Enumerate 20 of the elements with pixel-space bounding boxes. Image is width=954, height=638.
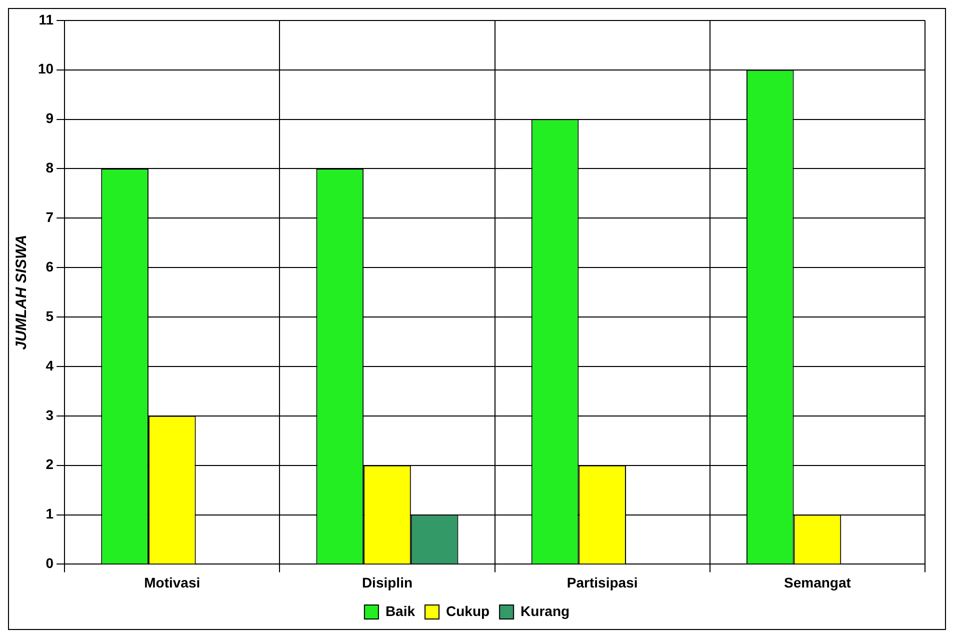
x-tick-label: Semangat (784, 574, 852, 590)
x-tick-label: Motivasi (144, 574, 200, 590)
y-tick-label: 4 (46, 357, 54, 374)
y-tick-label: 11 (38, 11, 54, 28)
legend-label: Cukup (446, 602, 490, 619)
y-tick-label: 0 (46, 555, 54, 572)
y-tick-label: 6 (46, 258, 54, 274)
y-tick-label: 1 (46, 506, 54, 522)
y-tick-label: 2 (46, 456, 54, 472)
legend-label: Baik (385, 602, 416, 619)
y-tick-label: 8 (46, 160, 54, 176)
y-tick-label: 9 (46, 110, 54, 126)
y-tick-label: 3 (46, 406, 54, 423)
x-tick-label: Disiplin (362, 574, 413, 590)
y-tick-label: 7 (46, 209, 54, 226)
y-axis-title: JUMLAH SISWA (13, 234, 30, 350)
x-tick-label: Partisipasi (566, 574, 638, 590)
y-tick-label: 5 (46, 308, 54, 324)
legend-label: Kurang (520, 602, 570, 619)
y-tick-label: 10 (38, 60, 54, 77)
